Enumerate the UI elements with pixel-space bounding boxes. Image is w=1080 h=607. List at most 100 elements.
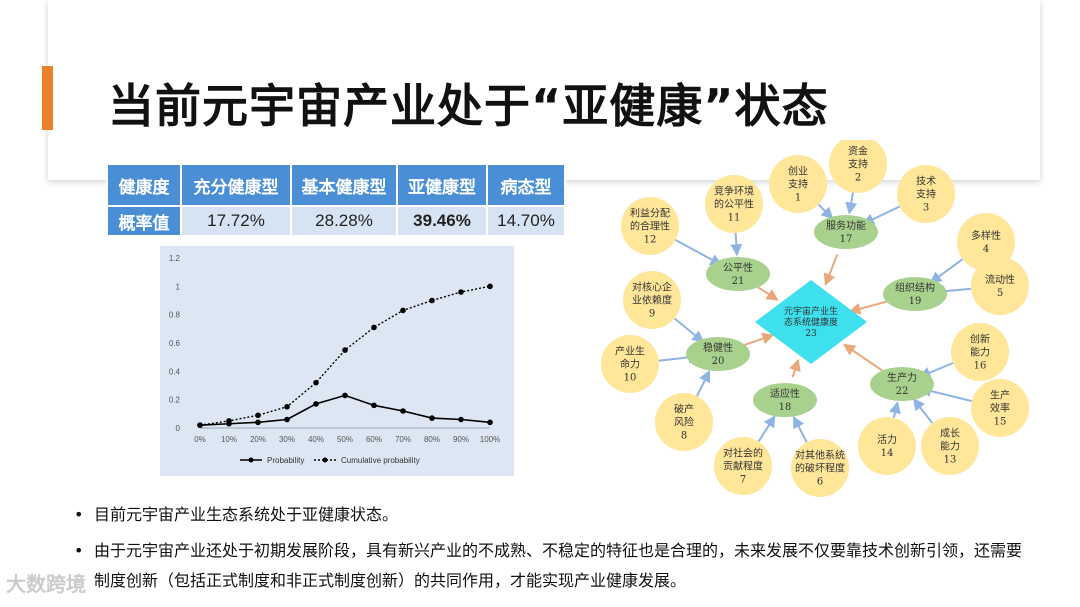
leaf-node-label: 竞争环境 [714, 185, 754, 198]
leaf-node-10 [601, 335, 659, 393]
hub-node-label: 17 [840, 234, 853, 245]
leaf-node-label: 成长 [940, 428, 960, 440]
leaf-node-8 [655, 393, 713, 451]
data-point [371, 324, 377, 331]
leaf-node-2 [829, 140, 887, 193]
hub-node-label: 19 [909, 296, 922, 307]
leaf-node-1 [769, 155, 827, 213]
data-point [313, 379, 319, 386]
network-edge [757, 415, 776, 443]
network-edge-to-center [789, 358, 801, 378]
data-point [255, 419, 261, 426]
legend-marker [322, 457, 328, 463]
leaf-node-label: 的公平性 [714, 198, 754, 211]
leaf-node-3 [897, 165, 955, 223]
data-point [371, 402, 377, 409]
x-tick-label: 50% [337, 435, 353, 444]
series-line-cumulative [199, 285, 491, 426]
y-tick-label: 0 [176, 424, 181, 433]
leaf-node-label: 8 [681, 431, 687, 442]
table-header-row: 健康度 充分健康型 基本健康型 亚健康型 病态型 [106, 163, 566, 207]
leaf-node-16 [951, 323, 1009, 381]
hub-node-21 [706, 257, 770, 291]
network-edge-to-center [823, 254, 839, 286]
data-point [458, 289, 464, 295]
leaf-node-label: 技术 [916, 175, 936, 188]
leaf-node-label: 支持 [788, 178, 808, 191]
table-header-cell: 病态型 [486, 163, 566, 207]
y-tick-label: 0.2 [169, 396, 181, 405]
title-accent-bar [42, 66, 53, 130]
leaf-node-5 [971, 257, 1029, 315]
leaf-node-15 [971, 379, 1029, 437]
leaf-node-label: 11 [728, 213, 741, 224]
data-point [255, 412, 261, 419]
table-cell: 39.46% [396, 205, 488, 237]
bullet-list: 目前元宇宙产业生态系统处于亚健康状态。 由于元宇宙产业还处于初期发展阶段，具有新… [72, 500, 1032, 602]
leaf-node-label: 14 [881, 448, 894, 459]
hub-node-label: 稳健性 [703, 341, 733, 354]
x-tick-label: 70% [395, 435, 411, 444]
probability-chart: 0 0.2 0.4 0.6 0.8 1 1.2 0% 10% 20% 30% 40% 50% 60% 70%… [160, 246, 514, 476]
network-edge [929, 258, 964, 284]
chart-canvas: 0 0.2 0.4 0.6 0.8 1 1.2 0% 10% 20% 30% 40% 50% 60% 70%… [169, 254, 500, 465]
data-point [284, 403, 290, 410]
leaf-node-label: 支持 [916, 188, 936, 201]
watermark-logo: 大数跨境 [6, 572, 86, 596]
leaf-node-12 [621, 197, 679, 255]
x-tick-label: 80% [424, 435, 440, 444]
network-edge-to-center [740, 332, 775, 348]
leaf-node-label: 利益分配 [630, 207, 670, 220]
table-row-label: 概率值 [106, 205, 182, 237]
hub-node-17 [814, 215, 878, 249]
leaf-node-label: 的破坏程度 [795, 462, 845, 475]
bullet-item: 目前元宇宙产业生态系统处于亚健康状态。 [72, 500, 1032, 530]
leaf-node-label: 创业 [788, 165, 808, 178]
data-point [284, 416, 290, 423]
leaf-node-4 [957, 213, 1015, 271]
leaf-node-label: 对社会的 [723, 447, 763, 460]
table-cell: 28.28% [290, 205, 398, 237]
data-point [429, 297, 435, 304]
leaf-node-label: 4 [983, 244, 989, 255]
table-header-cell: 健康度 [106, 163, 182, 207]
network-edge [889, 401, 901, 419]
leaf-node-14 [858, 417, 916, 475]
x-tick-label: 30% [279, 435, 295, 444]
y-tick-label: 0.4 [169, 367, 181, 376]
bullet-item: 由于元宇宙产业还处于初期发展阶段，具有新兴产业的不成熟、不稳定的特征也是合理的，… [72, 536, 1032, 596]
table-cell: 17.72% [180, 205, 292, 237]
center-node-label: 23 [805, 329, 817, 339]
x-tick-label: 20% [250, 435, 266, 444]
leaf-node-label: 多样性 [971, 229, 1001, 242]
data-point [226, 418, 232, 424]
leaf-node-11 [705, 175, 763, 233]
leaf-node-label: 效率 [990, 402, 1010, 415]
network-edge [817, 203, 834, 220]
hub-node-label: 18 [779, 402, 792, 413]
leaf-node-6 [791, 439, 849, 497]
network-edge-to-center [757, 286, 779, 301]
leaf-node-label: 9 [649, 309, 655, 320]
hub-node-20 [686, 337, 750, 371]
leaf-node-label: 6 [817, 477, 823, 488]
hub-node-label: 21 [732, 276, 745, 287]
leaf-node-label: 13 [944, 455, 957, 466]
hub-node-label: 适应性 [770, 387, 800, 400]
hub-node-19 [883, 277, 947, 311]
leaf-node-label: 10 [624, 373, 637, 384]
leaf-node-label: 命力 [620, 358, 640, 371]
network-edge-to-center [848, 299, 893, 315]
leaf-node-label: 支持 [848, 158, 868, 171]
leaf-node-label: 流动性 [985, 273, 1015, 286]
leaf-node-label: 活力 [877, 433, 897, 446]
leaf-node-label: 能力 [940, 440, 960, 453]
data-point [429, 415, 435, 421]
x-tick-label: 0% [194, 435, 206, 444]
network-edge-to-center [843, 343, 883, 372]
leaf-node-7 [714, 437, 772, 495]
network-edge [730, 232, 743, 257]
data-point [400, 307, 406, 314]
x-tick-label: 100% [480, 435, 500, 444]
leaf-node-label: 的合理性 [630, 220, 670, 233]
